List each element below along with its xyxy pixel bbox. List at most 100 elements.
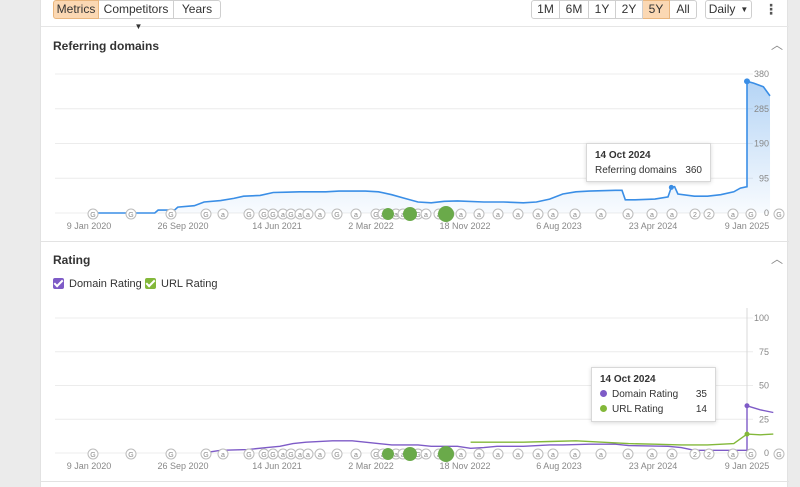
annotation-marker-label: 2	[707, 452, 711, 459]
annotation-marker-label: a	[401, 452, 405, 459]
annotation-marker-label: G	[334, 452, 339, 459]
annotation-marker-icon	[473, 208, 485, 220]
x-tick-label: 14 Jun 2021	[252, 461, 302, 471]
annotation-marker-icon	[165, 208, 177, 220]
x-tick-label: 6 Aug 2023	[536, 221, 582, 231]
chevron-up-icon[interactable]: ︿	[770, 38, 783, 52]
chevron-up-icon[interactable]: ︿	[770, 252, 783, 266]
annotation-marker-label: G	[415, 452, 420, 459]
annotation-marker-label: a	[394, 452, 398, 459]
annotation-marker-label: a	[496, 452, 500, 459]
annotation-marker-label: a	[536, 452, 540, 459]
years-button[interactable]: Years	[174, 0, 221, 19]
tooltip-ur-value: 14	[695, 404, 707, 415]
x-tick-label: 9 Jan 2020	[67, 461, 112, 471]
annotation-marker-label: a	[394, 212, 398, 219]
metrics-button[interactable]: Metrics	[53, 0, 99, 19]
annotation-marker-icon	[87, 208, 99, 220]
y-tick-label: 285	[754, 104, 769, 114]
annotation-marker-label: G	[415, 212, 420, 219]
y-tick-label: 50	[759, 381, 769, 391]
range-1m-button[interactable]: 1M	[531, 0, 560, 19]
range-all-button[interactable]: All	[670, 0, 697, 19]
annotation-marker-label: G	[246, 452, 251, 459]
referring-domains-chart: GGGGaGGGaGaaaGaGaaaGaaGaaaaaaaaaaa22aGG …	[55, 69, 785, 231]
annotation-marker-icon	[87, 448, 99, 460]
annotation-marker-icon	[595, 208, 607, 220]
annotation-marker-icon	[165, 448, 177, 460]
checkbox-checked-icon[interactable]	[53, 278, 64, 289]
annotation-marker-label: G	[288, 452, 293, 459]
annotation-marker-icon	[646, 448, 658, 460]
annotation-marker-label: a	[670, 452, 674, 459]
annotation-marker-label: a	[551, 212, 555, 219]
annotation-marker-icon	[243, 448, 255, 460]
y-tick-label: 380	[754, 69, 769, 79]
legend-domain-rating[interactable]: Domain Rating	[53, 278, 142, 292]
annotation-marker-icon	[403, 447, 417, 461]
annotation-marker-icon	[595, 448, 607, 460]
x-tick-label: 26 Sep 2020	[157, 461, 208, 471]
annotation-marker-label: G	[90, 212, 95, 219]
annotation-marker-label: G	[246, 212, 251, 219]
annotation-marker-icon	[217, 208, 229, 220]
annotation-marker-label: G	[261, 452, 266, 459]
range-1y-button[interactable]: 1Y	[589, 0, 616, 19]
y-tick-label: 0	[764, 208, 769, 218]
annotation-marker-label: G	[270, 212, 275, 219]
annotation-marker-label: a	[477, 452, 481, 459]
legend-url-rating[interactable]: URL Rating	[145, 278, 217, 292]
hover-point-domain-rating	[744, 403, 750, 409]
y-tick-label: 190	[754, 139, 769, 149]
annotation-marker-label: G	[203, 452, 208, 459]
x-tick-label: 2 Mar 2022	[348, 221, 394, 231]
competitors-dropdown[interactable]: Competitors ▼	[99, 0, 174, 31]
tooltip-row-domain-rating: Domain Rating 35	[600, 389, 707, 400]
annotation-marker-icon	[727, 448, 739, 460]
annotation-marker-label: a	[281, 212, 285, 219]
range-6m-button[interactable]: 6M	[560, 0, 589, 19]
kebab-menu-icon[interactable]: ⋮	[764, 1, 778, 17]
legend-url-rating-label: URL Rating	[161, 278, 218, 290]
referring-tooltip: 14 Oct 2024 Referring domains 360	[586, 143, 711, 182]
range-2y-button[interactable]: 2Y	[616, 0, 643, 19]
annotation-marker-label: G	[373, 212, 378, 219]
annotation-marker-icon	[512, 448, 524, 460]
annotation-marker-icon	[532, 448, 544, 460]
referring-domains-title: Referring domains	[53, 39, 160, 53]
annotation-marker-icon	[703, 448, 715, 460]
annotation-marker-label: G	[776, 212, 781, 219]
annotation-marker-label: G	[168, 212, 173, 219]
annotation-marker-icon	[438, 446, 454, 462]
checkbox-checked-icon[interactable]	[145, 278, 156, 289]
annotation-marker-label: a	[626, 212, 630, 219]
url-rating-line	[470, 433, 774, 446]
annotation-marker-icon	[689, 448, 701, 460]
y-tick-label: 95	[759, 173, 769, 183]
annotation-marker-icon	[314, 448, 326, 460]
caret-down-icon: ▼	[134, 22, 143, 31]
annotation-marker-label: a	[318, 212, 322, 219]
annotation-marker-icon	[314, 208, 326, 220]
annotation-marker-label: a	[477, 212, 481, 219]
x-tick-label: 23 Apr 2024	[629, 221, 678, 231]
tooltip-ur-label: URL Rating	[612, 404, 664, 415]
annotation-marker-label: a	[424, 452, 428, 459]
annotation-marker-icon	[646, 208, 658, 220]
annotation-marker-label: G	[748, 212, 753, 219]
section-divider	[41, 481, 789, 482]
range-5y-button[interactable]: 5Y	[643, 0, 670, 19]
annotation-marker-label: G	[128, 212, 133, 219]
annotation-marker-icon	[666, 208, 678, 220]
annotation-marker-icon	[217, 448, 229, 460]
annotation-marker-icon	[455, 208, 467, 220]
annotation-marker-label: a	[318, 452, 322, 459]
tooltip-dr-label: Domain Rating	[612, 389, 679, 400]
annotation-marker-icon	[512, 208, 524, 220]
annotation-marker-label: a	[221, 452, 225, 459]
annotation-marker-label: a	[650, 452, 654, 459]
interval-dropdown[interactable]: Daily ▼	[705, 0, 752, 19]
x-tick-label: 18 Nov 2022	[439, 461, 490, 471]
rating-chart: GGGGaGGGaGaaaGaGaaaGaaGaaaaaaaaaaa22aGG …	[55, 308, 785, 471]
annotation-marker-icon	[773, 448, 785, 460]
